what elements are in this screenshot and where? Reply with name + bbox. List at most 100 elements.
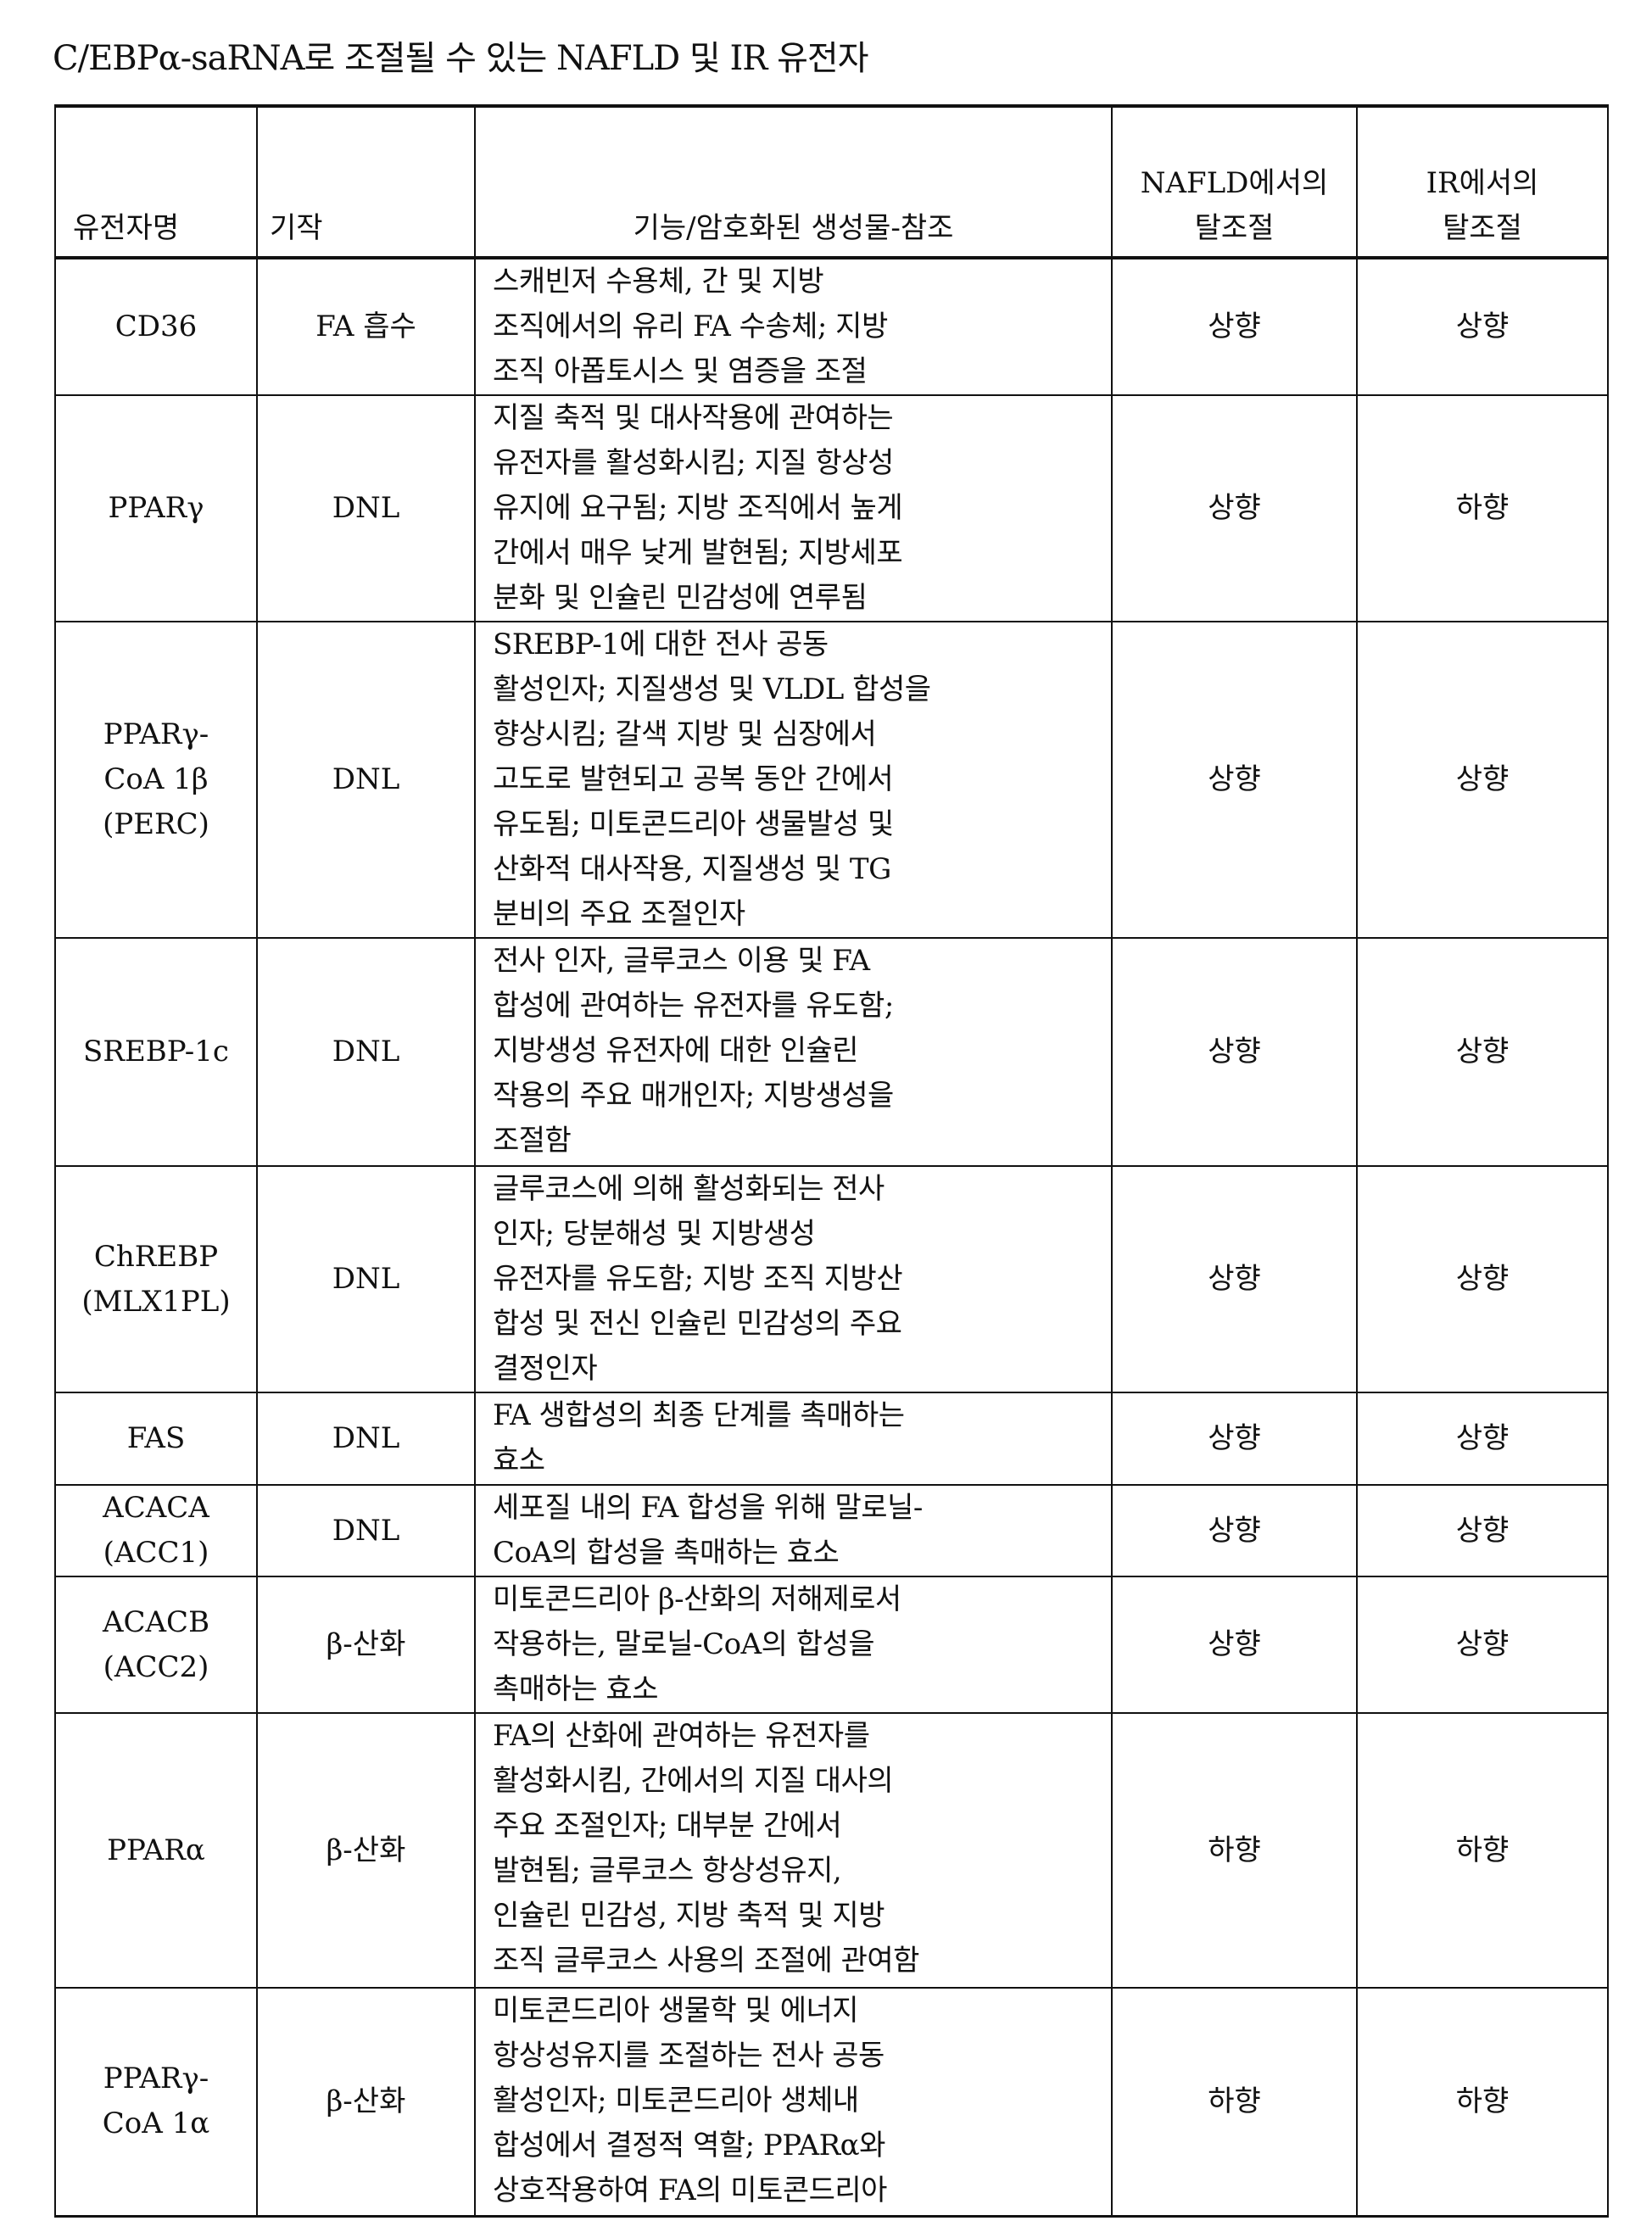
gene-name-cell-line: PPARα: [56, 1828, 256, 1873]
gene-name-cell-line: PPARγ-: [56, 712, 256, 757]
mechanism-cell: DNL: [257, 395, 475, 622]
gene-name-cell: SREBP-1c: [55, 938, 257, 1166]
header-ir-dysregulation: IR에서의탈조절: [1357, 106, 1608, 258]
gene-name-cell: PPARγ-CoA 1α: [55, 1988, 257, 2216]
nafld-dysregulation-cell: 하향: [1112, 1713, 1357, 1988]
function-cell-line: 세포질 내의 FA 합성을 위해 말로닐-: [493, 1486, 1111, 1531]
ir-dysregulation-cell: 상향: [1357, 622, 1608, 938]
table-row: ACACB(ACC2)β-산화미토콘드리아 β-산화의 저해제로서작용하는, 말…: [55, 1576, 1608, 1713]
gene-name-cell: PPARα: [55, 1713, 257, 1988]
nafld-dysregulation-cell: 상향: [1112, 622, 1357, 938]
function-cell-line: 인슐린 민감성, 지방 축적 및 지방: [493, 1894, 1111, 1939]
mechanism-cell: β-산화: [257, 1576, 475, 1713]
function-cell-line: FA의 산화에 관여하는 유전자를: [493, 1714, 1111, 1759]
mechanism-cell: β-산화: [257, 1713, 475, 1988]
gene-name-cell-line: SREBP-1c: [56, 1030, 256, 1074]
ir-dysregulation-cell: 상향: [1357, 1392, 1608, 1485]
function-cell-line: 분화 및 인슐린 민감성에 연루됨: [493, 576, 1111, 621]
table-row: CD36FA 흡수스캐빈저 수용체, 간 및 지방조직에서의 유리 FA 수송체…: [55, 258, 1608, 395]
function-cell: FA 생합성의 최종 단계를 촉매하는효소: [475, 1392, 1112, 1485]
nafld-dysregulation-cell: 상향: [1112, 938, 1357, 1166]
function-cell: 미토콘드리아 β-산화의 저해제로서작용하는, 말로닐-CoA의 합성을촉매하는…: [475, 1576, 1112, 1713]
gene-name-cell-line: (PERC): [56, 802, 256, 847]
function-cell-line: 합성에 관여하는 유전자를 유도함;: [493, 984, 1111, 1029]
function-cell-line: 스캐빈저 수용체, 간 및 지방: [493, 259, 1111, 304]
nafld-dysregulation-cell: 상향: [1112, 1392, 1357, 1485]
header-row: 유전자명 기작 기능/암호화된 생성물-참조 NAFLD에서의탈조절 IR에서의…: [55, 106, 1608, 258]
mechanism-cell: DNL: [257, 1485, 475, 1576]
function-cell-line: 지방생성 유전자에 대한 인슐린: [493, 1029, 1111, 1074]
function-cell: 미토콘드리아 생물학 및 에너지항상성유지를 조절하는 전사 공동활성인자; 미…: [475, 1988, 1112, 2216]
gene-name-cell: PPARγ: [55, 395, 257, 622]
gene-table: 유전자명 기작 기능/암호화된 생성물-참조 NAFLD에서의탈조절 IR에서의…: [54, 104, 1609, 2218]
function-cell-line: 활성화시킴, 간에서의 지질 대사의: [493, 1759, 1111, 1804]
function-cell: FA의 산화에 관여하는 유전자를활성화시킴, 간에서의 지질 대사의주요 조절…: [475, 1713, 1112, 1988]
function-cell-line: 유도됨; 미토콘드리아 생물발성 및: [493, 802, 1111, 847]
gene-name-cell-line: CoA 1α: [56, 2101, 256, 2146]
table-row: FASDNLFA 생합성의 최종 단계를 촉매하는효소상향상향: [55, 1392, 1608, 1485]
function-cell-line: 상호작용하여 FA의 미토콘드리아: [493, 2168, 1111, 2213]
function-cell-line: 전사 인자, 글루코스 이용 및 FA: [493, 939, 1111, 984]
function-cell-line: 활성인자; 미토콘드리아 생체내: [493, 2079, 1111, 2123]
function-cell-line: 조직 아폽토시스 및 염증을 조절: [493, 349, 1111, 394]
header-mechanism: 기작: [257, 106, 475, 258]
gene-name-cell: ACACB(ACC2): [55, 1576, 257, 1713]
table-row: PPARγ-CoA 1β(PERC)DNL SREBP-1에 대한 전사 공동활성…: [55, 622, 1608, 938]
function-cell-line: 글루코스에 의해 활성화되는 전사: [493, 1167, 1111, 1212]
function-cell: 지질 축적 및 대사작용에 관여하는유전자를 활성화시킴; 지질 항상성유지에 …: [475, 395, 1112, 622]
function-cell-line: 효소: [493, 1438, 1111, 1483]
function-cell-line: 주요 조절인자; 대부분 간에서: [493, 1804, 1111, 1849]
header-function: 기능/암호화된 생성물-참조: [475, 106, 1112, 258]
function-cell-line: 조직에서의 유리 FA 수송체; 지방: [493, 304, 1111, 349]
gene-name-cell: FAS: [55, 1392, 257, 1485]
gene-name-cell-line: CD36: [56, 304, 256, 349]
function-cell-line: 합성 및 전신 인슐린 민감성의 주요: [493, 1302, 1111, 1347]
function-cell-line: 발현됨; 글루코스 항상성유지,: [493, 1849, 1111, 1894]
mechanism-cell: DNL: [257, 938, 475, 1166]
function-cell-line: 작용의 주요 매개인자; 지방생성을: [493, 1074, 1111, 1119]
nafld-dysregulation-cell: 하향: [1112, 1988, 1357, 2216]
gene-name-cell-line: (ACC2): [56, 1645, 256, 1690]
function-cell-line: 인자; 당분해성 및 지방생성: [493, 1212, 1111, 1257]
function-cell-line: 유전자를 활성화시킴; 지질 항상성: [493, 441, 1111, 486]
table-row: ACACA(ACC1)DNL세포질 내의 FA 합성을 위해 말로닐-CoA의 …: [55, 1485, 1608, 1576]
header-nafld-dysregulation: NAFLD에서의탈조절: [1112, 106, 1357, 258]
function-cell-line: FA 생합성의 최종 단계를 촉매하는: [493, 1393, 1111, 1438]
gene-name-cell-line: PPARγ: [56, 486, 256, 531]
gene-name-cell: ACACA(ACC1): [55, 1485, 257, 1576]
gene-name-cell-line: FAS: [56, 1416, 256, 1461]
function-cell-line: 지질 축적 및 대사작용에 관여하는: [493, 396, 1111, 441]
gene-name-cell: PPARγ-CoA 1β(PERC): [55, 622, 257, 938]
nafld-dysregulation-cell: 상향: [1112, 258, 1357, 395]
gene-name-cell-line: ChREBP: [56, 1235, 256, 1280]
function-cell-line: 간에서 매우 낮게 발현됨; 지방세포: [493, 531, 1111, 576]
nafld-dysregulation-cell: 상향: [1112, 1485, 1357, 1576]
function-cell-line: 합성에서 결정적 역할; PPARα와: [493, 2123, 1111, 2168]
nafld-dysregulation-cell: 상향: [1112, 1166, 1357, 1392]
function-cell-line: SREBP-1에 대한 전사 공동: [493, 622, 1111, 667]
function-cell-line: CoA의 합성을 촉매하는 효소: [493, 1531, 1111, 1576]
function-cell-line: 유전자를 유도함; 지방 조직 지방산: [493, 1257, 1111, 1302]
mechanism-cell: β-산화: [257, 1988, 475, 2216]
function-cell: 세포질 내의 FA 합성을 위해 말로닐-CoA의 합성을 촉매하는 효소: [475, 1485, 1112, 1576]
ir-dysregulation-cell: 상향: [1357, 938, 1608, 1166]
table-row: SREBP-1cDNL 전사 인자, 글루코스 이용 및 FA합성에 관여하는 유…: [55, 938, 1608, 1166]
document-title: C/EBPα-saRNA로 조절될 수 있는 NAFLD 및 IR 유전자: [53, 31, 868, 80]
function-cell-line: 유지에 요구됨; 지방 조직에서 높게: [493, 486, 1111, 531]
table-row: PPARαβ-산화FA의 산화에 관여하는 유전자를활성화시킴, 간에서의 지질…: [55, 1713, 1608, 1988]
gene-name-cell: CD36: [55, 258, 257, 395]
function-cell-line: 조직 글루코스 사용의 조절에 관여함: [493, 1939, 1111, 1984]
gene-name-cell: ChREBP(MLX1PL): [55, 1166, 257, 1392]
nafld-dysregulation-cell: 상향: [1112, 395, 1357, 622]
ir-dysregulation-cell: 상향: [1357, 1166, 1608, 1392]
gene-name-cell-line: ACACA: [56, 1486, 256, 1531]
ir-dysregulation-cell: 하향: [1357, 1988, 1608, 2216]
mechanism-cell: DNL: [257, 1392, 475, 1485]
ir-dysregulation-cell: 하향: [1357, 395, 1608, 622]
mechanism-cell: DNL: [257, 622, 475, 938]
function-cell: 글루코스에 의해 활성화되는 전사인자; 당분해성 및 지방생성유전자를 유도함…: [475, 1166, 1112, 1392]
gene-name-cell-line: PPARγ-: [56, 2056, 256, 2101]
function-cell-line: 항상성유지를 조절하는 전사 공동: [493, 2034, 1111, 2079]
function-cell-line: 활성인자; 지질생성 및 VLDL 합성을: [493, 667, 1111, 712]
function-cell: 스캐빈저 수용체, 간 및 지방조직에서의 유리 FA 수송체; 지방조직 아폽…: [475, 258, 1112, 395]
